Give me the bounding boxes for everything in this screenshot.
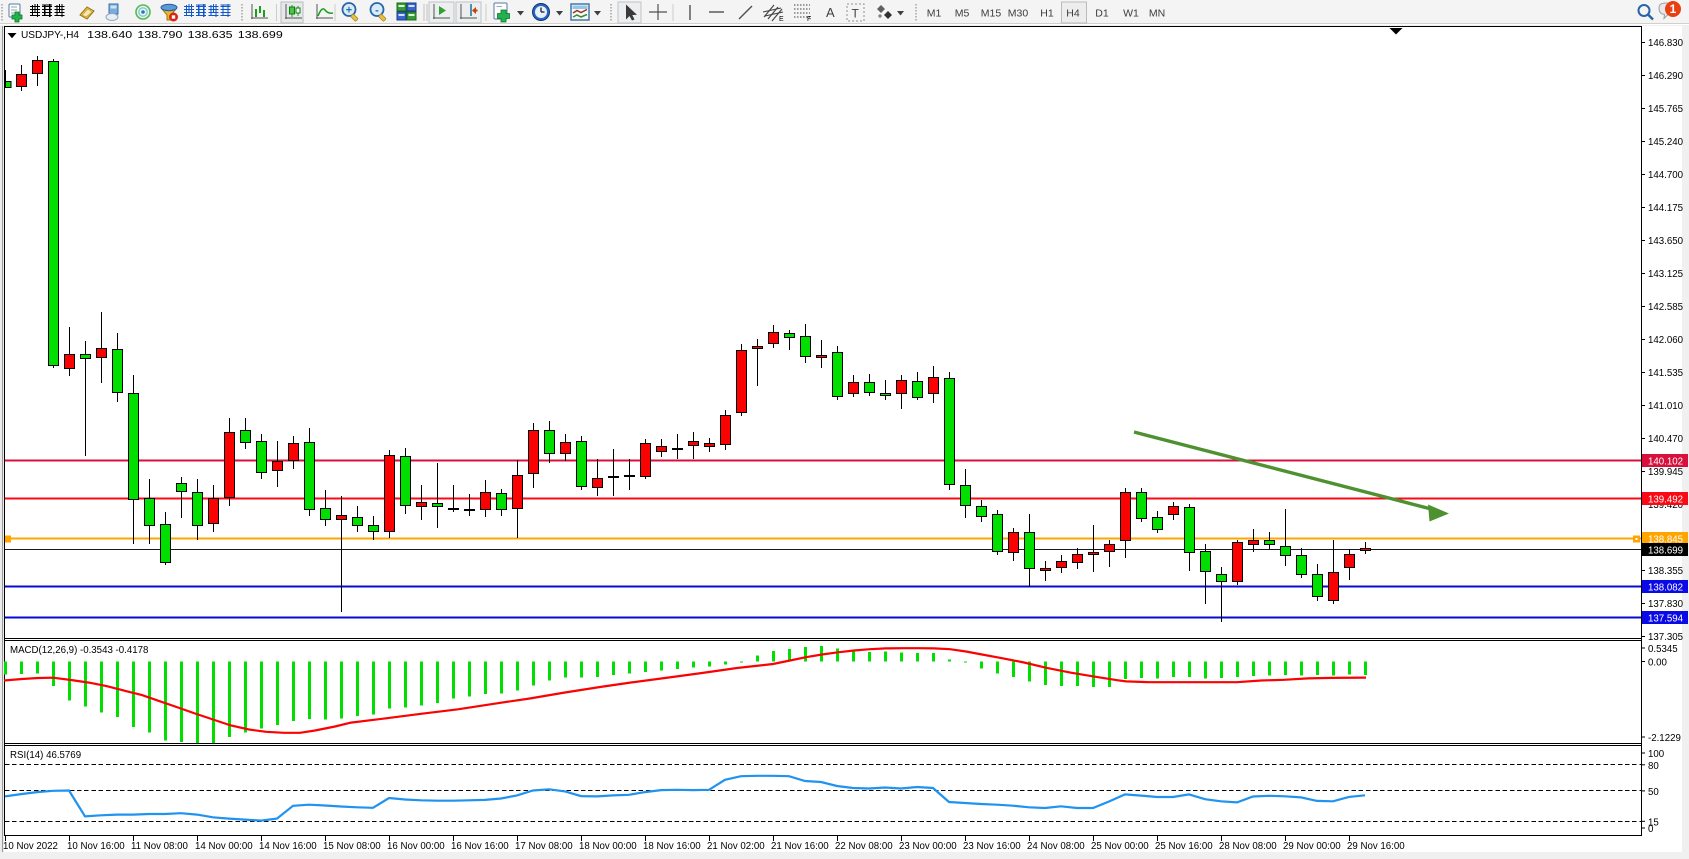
svg-text:W1: W1 [1123, 8, 1139, 20]
svg-text:0: 0 [1648, 824, 1654, 835]
svg-text:18 Nov 16:00: 18 Nov 16:00 [643, 841, 701, 852]
svg-text:17 Nov 08:00: 17 Nov 08:00 [515, 841, 573, 852]
svg-text:11 Nov 08:00: 11 Nov 08:00 [131, 841, 189, 852]
svg-text:143.650: 143.650 [1648, 236, 1684, 247]
svg-text:14 Nov 00:00: 14 Nov 00:00 [195, 841, 253, 852]
svg-text:137.594: 137.594 [1648, 614, 1684, 625]
svg-text:10 Nov 16:00: 10 Nov 16:00 [67, 841, 125, 852]
svg-text:21 Nov 02:00: 21 Nov 02:00 [707, 841, 765, 852]
svg-text:M5: M5 [955, 8, 970, 20]
svg-text:-: - [375, 5, 379, 17]
svg-text:138.640: 138.640 [87, 30, 133, 41]
svg-text:14 Nov 16:00: 14 Nov 16:00 [259, 841, 317, 852]
svg-text:M15: M15 [981, 8, 1002, 20]
svg-text:139.945: 139.945 [1648, 467, 1683, 478]
svg-text:100: 100 [1648, 749, 1665, 760]
svg-text:139.420: 139.420 [1648, 500, 1684, 511]
svg-text:144.700: 144.700 [1648, 170, 1684, 181]
svg-text:29 Nov 00:00: 29 Nov 00:00 [1283, 841, 1341, 852]
svg-text:23 Nov 00:00: 23 Nov 00:00 [899, 841, 957, 852]
svg-text:140.102: 140.102 [1648, 457, 1683, 468]
svg-text:138.790: 138.790 [137, 30, 183, 41]
svg-text:A: A [826, 5, 835, 20]
svg-text:145.765: 145.765 [1648, 104, 1683, 115]
svg-text:M1: M1 [927, 8, 942, 20]
svg-text:0.5345: 0.5345 [1648, 644, 1678, 655]
svg-text:15 Nov 08:00: 15 Nov 08:00 [323, 841, 381, 852]
svg-text:10 Nov 2022: 10 Nov 2022 [3, 841, 58, 852]
svg-text:140.470: 140.470 [1648, 434, 1684, 445]
svg-text:138.699: 138.699 [1648, 546, 1683, 557]
svg-text:25 Nov 00:00: 25 Nov 00:00 [1091, 841, 1149, 852]
svg-text:141.010: 141.010 [1648, 401, 1684, 412]
svg-text:146.830: 146.830 [1648, 38, 1684, 49]
svg-text:138.845: 138.845 [1648, 535, 1683, 546]
svg-text:25 Nov 16:00: 25 Nov 16:00 [1155, 841, 1213, 852]
svg-text:E: E [779, 16, 784, 23]
svg-text:22 Nov 08:00: 22 Nov 08:00 [835, 841, 893, 852]
svg-text:139.492: 139.492 [1648, 495, 1683, 506]
svg-text:146.290: 146.290 [1648, 71, 1684, 82]
svg-text:USDJPY-,H4: USDJPY-,H4 [21, 30, 80, 41]
svg-text:M30: M30 [1008, 8, 1029, 20]
svg-text:141.535: 141.535 [1648, 368, 1683, 379]
svg-text:16 Nov 16:00: 16 Nov 16:00 [451, 841, 509, 852]
svg-text:24 Nov 08:00: 24 Nov 08:00 [1027, 841, 1085, 852]
svg-text:23 Nov 16:00: 23 Nov 16:00 [963, 841, 1021, 852]
svg-text:21 Nov 16:00: 21 Nov 16:00 [771, 841, 829, 852]
svg-text:80: 80 [1648, 761, 1659, 772]
svg-text:138.699: 138.699 [238, 30, 283, 41]
svg-text:MACD(12,26,9) -0.3543 -0.4178: MACD(12,26,9) -0.3543 -0.4178 [10, 645, 148, 656]
svg-text:29 Nov 16:00: 29 Nov 16:00 [1347, 841, 1405, 852]
svg-text:50: 50 [1648, 787, 1659, 798]
svg-text:28 Nov 08:00: 28 Nov 08:00 [1219, 841, 1277, 852]
svg-text:142.060: 142.060 [1648, 335, 1684, 346]
svg-text:T: T [852, 7, 860, 21]
svg-text:H1: H1 [1040, 8, 1054, 20]
svg-text:H4: H4 [1066, 8, 1080, 20]
svg-text:18 Nov 00:00: 18 Nov 00:00 [579, 841, 637, 852]
svg-text:144.175: 144.175 [1648, 203, 1683, 214]
svg-text:+: + [346, 5, 352, 17]
svg-text:RSI(14) 46.5769: RSI(14) 46.5769 [10, 750, 81, 761]
svg-text:138.355: 138.355 [1648, 566, 1683, 577]
svg-text:15: 15 [1648, 817, 1659, 828]
svg-text:16 Nov 00:00: 16 Nov 00:00 [387, 841, 445, 852]
svg-text:-2.1229: -2.1229 [1648, 733, 1681, 744]
svg-text:137.305: 137.305 [1648, 632, 1683, 643]
svg-text:D1: D1 [1095, 8, 1109, 20]
svg-text:138.082: 138.082 [1648, 583, 1683, 594]
svg-text:1: 1 [1670, 2, 1677, 16]
svg-text:143.125: 143.125 [1648, 269, 1683, 280]
svg-text:F: F [807, 16, 811, 23]
svg-text:0.00: 0.00 [1648, 658, 1667, 669]
svg-text:142.585: 142.585 [1648, 302, 1683, 313]
svg-text:MN: MN [1149, 8, 1165, 20]
svg-text:145.240: 145.240 [1648, 137, 1684, 148]
svg-text:137.830: 137.830 [1648, 599, 1684, 610]
svg-text:138.635: 138.635 [188, 30, 233, 41]
